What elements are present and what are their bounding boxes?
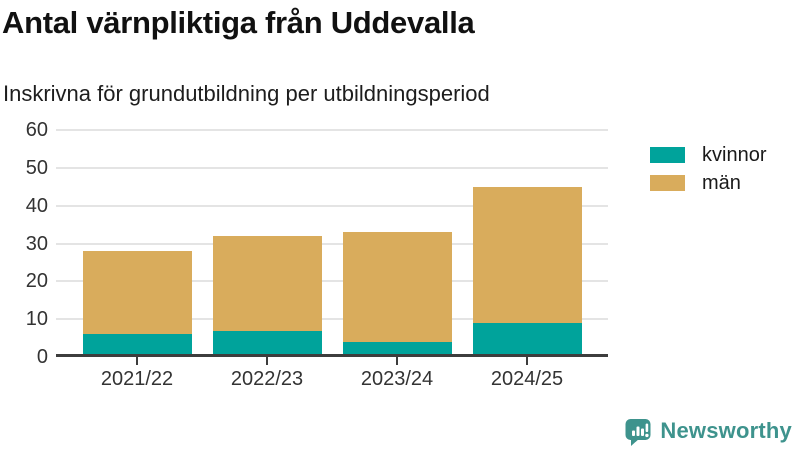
chart-subtitle: Inskrivna för grundutbildning per utbild… xyxy=(3,81,490,106)
legend-item-män: män xyxy=(650,172,766,194)
legend-label: män xyxy=(702,172,741,194)
gridline xyxy=(56,129,608,131)
bar-2021/22 xyxy=(82,251,192,357)
bar-segment-män xyxy=(472,186,582,323)
y-tick-label: 0 xyxy=(36,346,48,368)
bar-2022/23 xyxy=(212,235,322,357)
x-axis: 2021/22 2022/23 2023/24 2024/25 xyxy=(56,357,608,397)
x-tick-label: 2021/22 xyxy=(100,368,174,390)
bar-segment-män xyxy=(342,232,452,342)
legend-item-kvinnor: kvinnor xyxy=(650,144,767,166)
legend-swatch xyxy=(650,175,685,191)
legend-label: kvinnor xyxy=(702,144,767,166)
y-tick-label: 60 xyxy=(25,119,48,141)
x-tick xyxy=(526,357,528,365)
bar-segment-män xyxy=(212,235,322,331)
gridline xyxy=(56,204,608,207)
bar-segment-kvinnor xyxy=(472,322,582,357)
plot-area xyxy=(56,129,608,357)
x-axis-line xyxy=(56,354,608,357)
y-axis: 0 10 20 30 40 50 60 xyxy=(0,119,48,368)
chart-title: Antal värnpliktiga från Uddevalla xyxy=(2,5,475,40)
bar-segment-män xyxy=(82,251,192,335)
bar-segment-kvinnor xyxy=(212,330,322,357)
x-tick-label: 2023/24 xyxy=(360,368,434,390)
x-tick-label: 2024/25 xyxy=(490,368,564,390)
y-tick-label: 30 xyxy=(25,232,48,255)
x-tick-label: 2022/23 xyxy=(230,368,304,390)
bar-2023/24 xyxy=(342,232,452,357)
bar-2024/25 xyxy=(472,186,582,357)
gridline xyxy=(56,280,608,283)
bar-segment-kvinnor xyxy=(82,334,192,357)
branding-text: Newsworthy xyxy=(660,418,792,443)
x-tick xyxy=(266,357,268,365)
y-tick-label: 40 xyxy=(25,194,48,217)
y-tick-label: 50 xyxy=(25,156,48,179)
x-tick xyxy=(396,357,398,365)
gridline xyxy=(56,166,608,169)
y-tick-label: 20 xyxy=(25,270,48,293)
x-tick xyxy=(136,357,138,365)
legend-swatch xyxy=(650,147,685,163)
gridline xyxy=(56,242,608,245)
bar-segment-kvinnor xyxy=(342,341,452,357)
branding: Newsworthy xyxy=(623,416,792,446)
gridline xyxy=(56,318,608,321)
newsworthy-chart-bubble-icon xyxy=(625,419,651,446)
legend: kvinnor män xyxy=(650,144,767,203)
y-tick-label: 10 xyxy=(25,308,48,331)
